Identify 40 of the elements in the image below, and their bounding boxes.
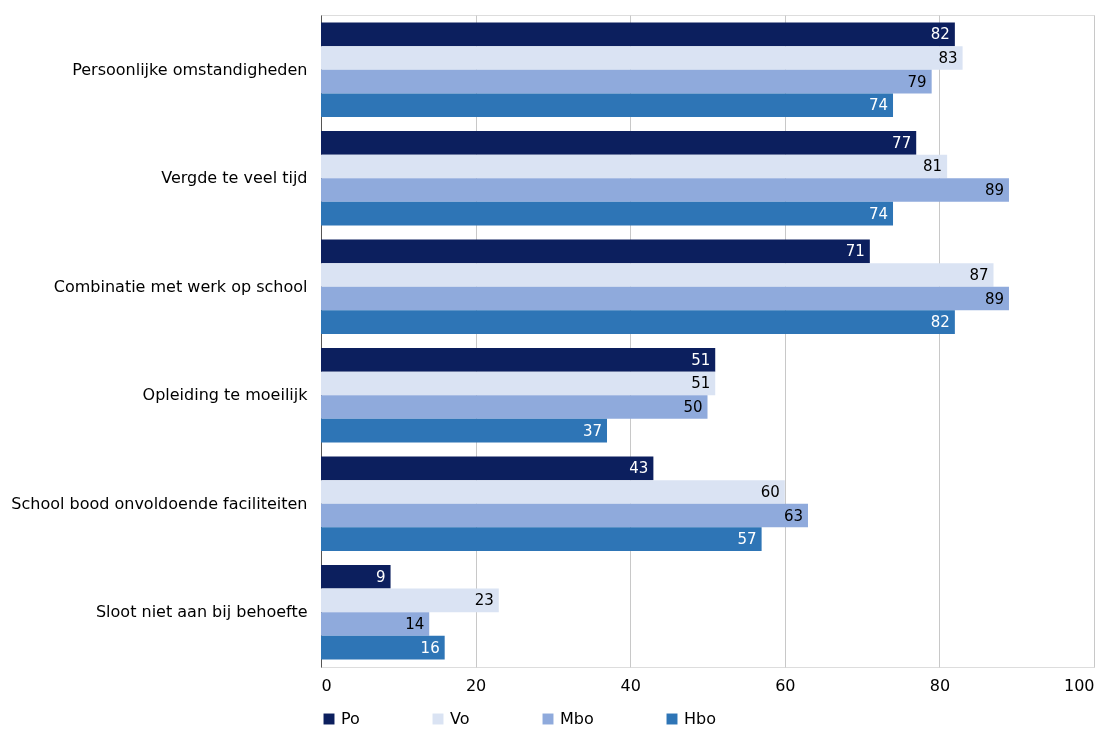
data-label: 71 xyxy=(845,242,865,261)
data-label: 57 xyxy=(737,530,757,549)
x-tick-label: 100 xyxy=(1063,675,1095,695)
legend-label: Po xyxy=(341,709,360,728)
data-label: 51 xyxy=(691,374,711,393)
y-tick-label: School bood onvoldoende faciliteiten xyxy=(11,493,308,513)
y-tick-label: Vergde te veel tijd xyxy=(161,168,308,188)
x-tick-label: 20 xyxy=(465,675,487,695)
y-tick-label: Opleiding te moeilijk xyxy=(142,385,309,405)
data-label: 81 xyxy=(923,157,943,176)
x-tick-label: 0 xyxy=(321,675,332,695)
y-tick-label: Combinatie met werk op school xyxy=(53,276,308,296)
data-label: 79 xyxy=(907,72,927,91)
data-label: 14 xyxy=(405,615,425,634)
data-label: 37 xyxy=(582,421,603,440)
data-label: 51 xyxy=(691,350,711,369)
y-tick-label: Persoonlijke omstandigheden xyxy=(72,59,308,79)
data-label: 83 xyxy=(938,48,958,67)
data-label: 77 xyxy=(892,133,912,152)
data-label: 87 xyxy=(969,265,989,284)
data-label: 89 xyxy=(984,181,1004,200)
data-label: 43 xyxy=(629,459,649,478)
data-label: 74 xyxy=(868,204,889,223)
data-label: 9 xyxy=(376,567,386,586)
x-tick-label: 40 xyxy=(620,675,641,695)
legend-label: Mbo xyxy=(560,709,594,728)
data-label: 16 xyxy=(420,638,440,657)
data-label: 89 xyxy=(984,289,1004,308)
data-label: 63 xyxy=(783,506,803,525)
legend-label: Hbo xyxy=(684,709,716,728)
x-tick-label: 60 xyxy=(775,675,796,695)
data-label: 23 xyxy=(474,591,494,610)
legend-label: Vo xyxy=(450,709,470,728)
data-label: 82 xyxy=(930,25,950,44)
data-label: 60 xyxy=(760,482,780,501)
y-tick-label: Sloot niet aan bij behoefte xyxy=(95,602,308,622)
x-tick-label: 80 xyxy=(929,675,951,695)
data-label: 74 xyxy=(868,96,889,115)
data-label: 82 xyxy=(930,313,950,332)
data-label: 50 xyxy=(683,398,703,417)
